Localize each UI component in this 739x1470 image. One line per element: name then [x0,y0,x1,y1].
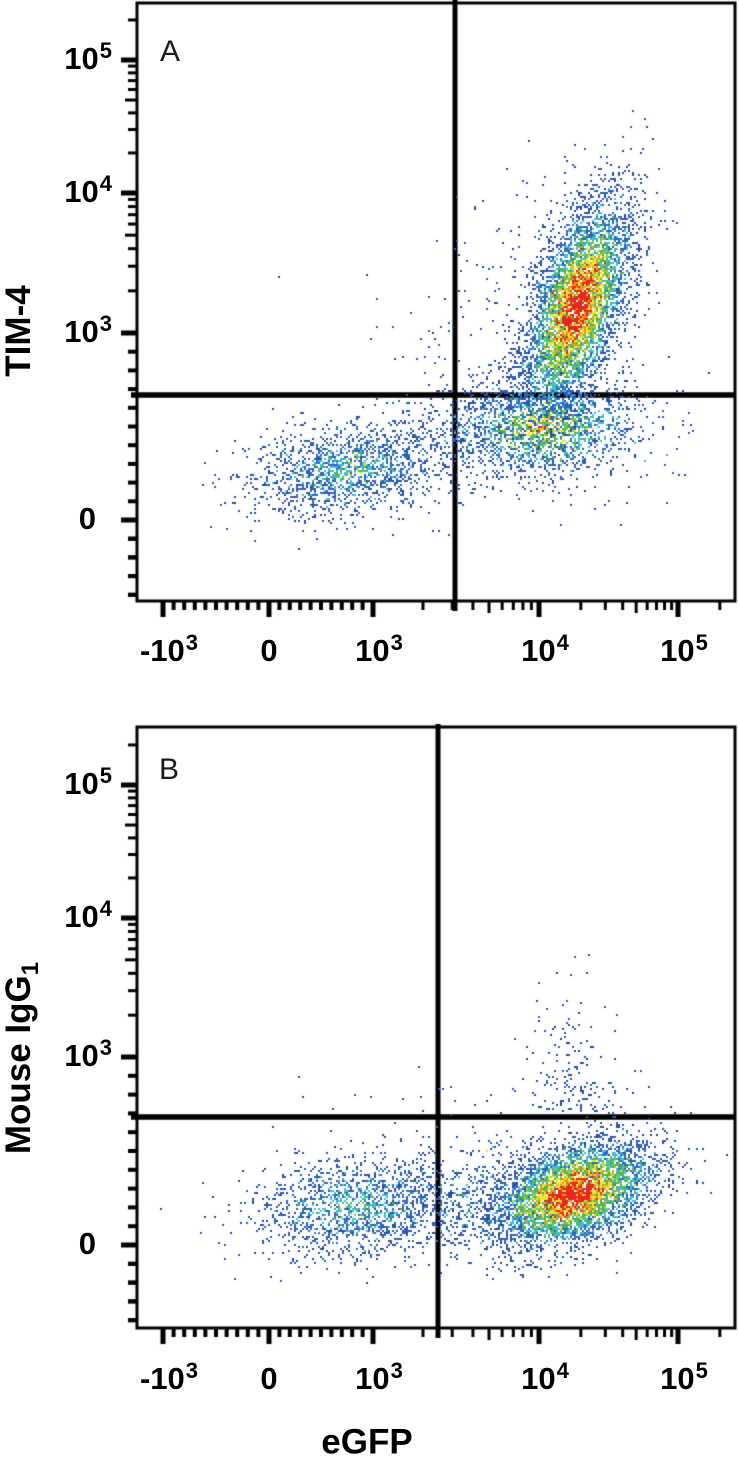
y-tick-label-b-0: 10 5 [40,763,112,801]
x-tick-label-b-1-base: 0 [260,1361,278,1396]
y-tick-label-a-0-exponent: 5 [99,38,112,63]
x-tick-label-b-3-base: 10 [521,1361,556,1396]
x-tick-label-b-0: -10 3 [139,1358,199,1396]
x-tick-label-a-4-base: 10 [660,633,695,668]
y-tick-label-a-0: 10 5 [40,38,112,76]
x-tick-label-b-2: 10 3 [355,1358,403,1396]
y-tick-label-b-2-exponent: 3 [99,1035,112,1060]
y-tick-label-b-3: 0 [40,1226,112,1261]
x-tick-label-b-3: 10 4 [521,1358,569,1396]
y-axis-title-a-text: TIM-4 [0,285,38,377]
y-tick-label-a-1-exponent: 4 [99,171,112,196]
y-tick-label-a-1: 10 4 [40,171,112,209]
x-tick-label-b-2-base: 10 [355,1361,390,1396]
x-tick-label-b-4-exponent: 5 [695,1358,708,1383]
x-tick-label-a-4: 10 5 [660,630,708,668]
y-tick-label-a-0-base: 10 [64,41,99,76]
x-tick-label-b-0-base: -10 [139,1361,185,1396]
y-axis-title-panel-a: TIM-4 [0,285,43,377]
x-tick-label-a-3-base: 10 [521,633,556,668]
y-tick-label-b-1-exponent: 4 [99,896,112,921]
x-tick-label-b-1: 0 [260,1361,278,1396]
x-tick-label-a-2-exponent: 3 [390,630,403,655]
y-axis-title-b-subscript: 1 [17,961,44,976]
x-tick-label-b-4-base: 10 [660,1361,695,1396]
x-tick-label-a-3: 10 4 [521,630,569,668]
x-tick-label-a-2: 10 3 [355,630,403,668]
x-tick-label-a-0-exponent: 3 [185,630,199,655]
x-tick-label-a-1-base: 0 [260,633,278,668]
y-tick-label-b-0-base: 10 [64,766,99,801]
y-tick-label-b-1: 10 4 [40,896,112,934]
y-tick-label-b-1-base: 10 [64,899,99,934]
x-tick-label-a-0: -10 3 [139,630,199,668]
y-tick-label-a-2-exponent: 3 [99,311,112,336]
y-tick-label-b-0-exponent: 5 [99,763,112,788]
x-tick-label-a-4-exponent: 5 [695,630,708,655]
y-tick-label-b-2: 10 3 [40,1035,112,1073]
y-tick-label-a-3: 0 [40,501,112,536]
panel-b-letter: B [159,753,180,786]
x-tick-label-b-4: 10 5 [660,1358,708,1396]
y-tick-label-b-2-base: 10 [64,1038,99,1073]
y-tick-label-a-2-base: 10 [64,314,99,349]
x-axis-title: eGFP [321,1422,413,1462]
x-tick-label-a-3-exponent: 4 [556,630,569,655]
x-tick-label-b-3-exponent: 4 [556,1358,569,1383]
x-tick-label-a-1: 0 [260,633,278,668]
y-axis-title-b-text: Mouse IgG [0,975,38,1155]
y-tick-label-a-2: 10 3 [40,311,112,349]
x-tick-label-b-2-exponent: 3 [390,1358,403,1383]
panel-a-letter: A [160,35,181,68]
y-tick-label-b-3-base: 0 [78,1226,96,1261]
y-tick-label-a-1-base: 10 [64,174,99,209]
y-tick-label-a-3-base: 0 [78,501,96,536]
y-axis-title-panel-b: Mouse IgG1 [0,961,44,1155]
x-tick-label-a-0-base: -10 [139,633,185,668]
x-tick-label-a-2-base: 10 [355,633,390,668]
x-tick-label-b-0-exponent: 3 [185,1358,199,1383]
